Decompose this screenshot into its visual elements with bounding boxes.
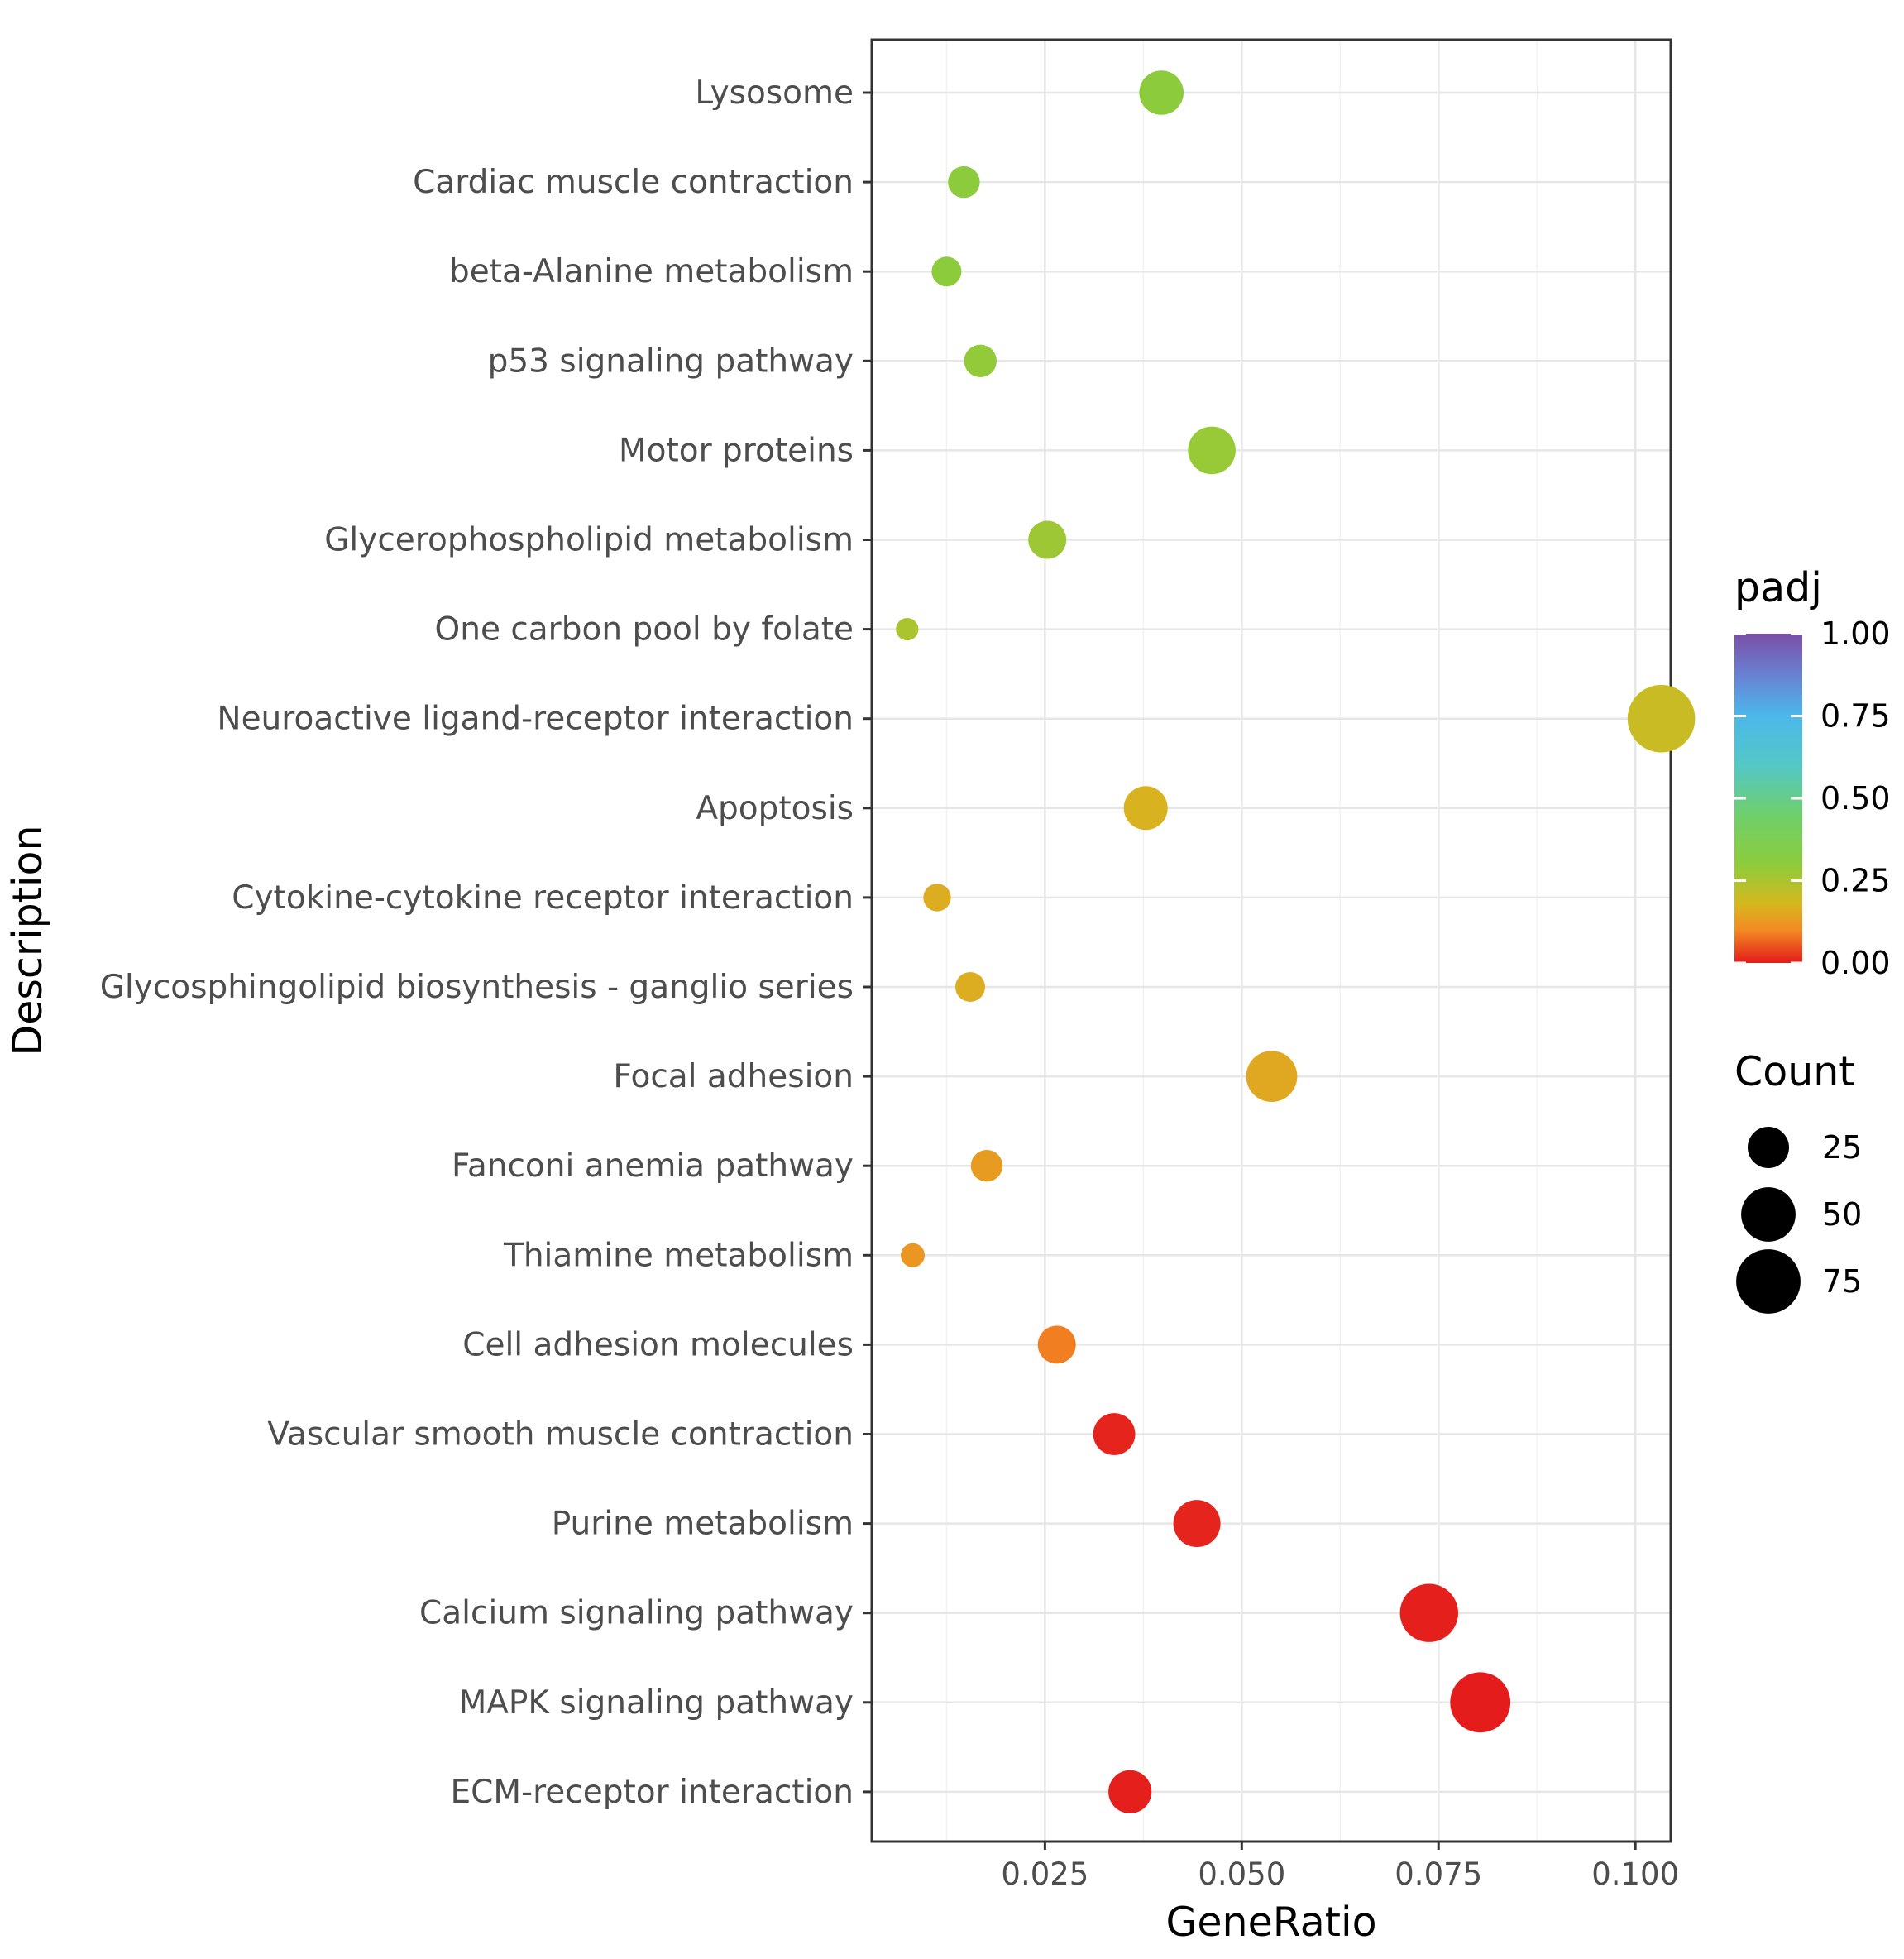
data-point — [901, 1243, 925, 1267]
color-legend-label: 0.50 — [1820, 780, 1891, 817]
color-legend-label: 0.25 — [1820, 863, 1891, 899]
data-point — [1188, 426, 1236, 475]
data-points — [896, 70, 1696, 1813]
data-point — [1108, 1770, 1152, 1813]
y-tick-label: Apoptosis — [696, 790, 854, 827]
y-tick-label: MAPK signaling pathway — [459, 1684, 854, 1722]
size-legend-dot — [1736, 1249, 1801, 1314]
y-tick-label: Calcium signaling pathway — [419, 1595, 854, 1632]
size-legend: Count 25 50 75 — [1734, 1048, 1862, 1314]
y-tick-label: Focal adhesion — [613, 1058, 854, 1095]
data-point — [1173, 1500, 1221, 1548]
x-axis: 0.025 0.050 0.075 0.100 — [1001, 1842, 1679, 1892]
data-point — [1123, 786, 1168, 831]
y-tick-label: One carbon pool by folate — [435, 611, 854, 649]
color-legend-title: padj — [1734, 564, 1822, 611]
data-point — [896, 618, 919, 641]
color-legend-label: 0.00 — [1820, 945, 1891, 981]
y-tick-label: Glycosphingolipid biosynthesis - ganglio… — [100, 969, 854, 1006]
size-legend-label: 25 — [1822, 1129, 1862, 1166]
y-tick-label: Cardiac muscle contraction — [413, 164, 854, 201]
y-axis-title: Description — [4, 825, 51, 1056]
color-legend-ticks: 1.00 0.75 0.50 0.25 0.00 — [1734, 615, 1891, 981]
x-tick-label: 0.025 — [1001, 1856, 1088, 1892]
data-point — [970, 1150, 1003, 1182]
size-legend-label: 50 — [1822, 1196, 1862, 1233]
y-tick-label: ECM-receptor interaction — [451, 1774, 854, 1811]
data-point — [1093, 1413, 1136, 1455]
x-tick-label: 0.075 — [1395, 1856, 1482, 1892]
y-tick-label: Cell adhesion molecules — [462, 1326, 854, 1363]
y-axis: Lysosome Cardiac muscle contraction beta-A… — [100, 74, 872, 1811]
size-legend-dot — [1741, 1187, 1796, 1242]
data-point — [1246, 1051, 1298, 1102]
y-tick-label: Glycerophospholipid metabolism — [324, 522, 854, 559]
x-tick-label: 0.050 — [1198, 1856, 1285, 1892]
data-point — [1450, 1672, 1511, 1733]
y-tick-label: Neuroactive ligand-receptor interaction — [217, 701, 854, 738]
y-tick-label: Fanconi anemia pathway — [452, 1147, 854, 1185]
y-tick-label: Motor proteins — [619, 432, 854, 469]
grid — [872, 40, 1671, 1842]
data-point — [964, 344, 997, 377]
data-point — [1028, 520, 1067, 559]
y-tick-label: Purine metabolism — [552, 1506, 854, 1543]
data-point — [1627, 684, 1696, 753]
size-legend-entries: 25 50 75 — [1736, 1127, 1862, 1314]
color-legend-label: 1.00 — [1820, 615, 1891, 652]
x-tick-label: 0.100 — [1591, 1856, 1679, 1892]
color-legend-label: 0.75 — [1820, 698, 1891, 735]
y-tick-label: Vascular smooth muscle contraction — [267, 1416, 854, 1454]
size-legend-dot — [1748, 1127, 1789, 1168]
plot-panel-border — [870, 38, 1672, 1843]
y-tick-label: Cytokine-cytokine receptor interaction — [232, 879, 854, 917]
size-legend-label: 75 — [1822, 1263, 1862, 1300]
data-point — [1399, 1583, 1459, 1642]
data-point — [955, 972, 985, 1002]
data-point — [1139, 70, 1184, 115]
color-legend: padj 1.00 0.75 0.50 0.25 0.00 — [1734, 564, 1891, 981]
y-tick-label: p53 signaling pathway — [488, 342, 854, 380]
size-legend-title: Count — [1734, 1048, 1855, 1095]
y-tick-label: beta-Alanine metabolism — [449, 253, 854, 290]
data-point — [948, 165, 980, 199]
data-point — [931, 256, 962, 287]
data-point — [923, 884, 951, 912]
data-point — [1037, 1325, 1076, 1364]
y-tick-label: Thiamine metabolism — [503, 1237, 854, 1274]
x-axis-title: GeneRatio — [1165, 1899, 1376, 1946]
y-tick-label: Lysosome — [695, 74, 854, 112]
